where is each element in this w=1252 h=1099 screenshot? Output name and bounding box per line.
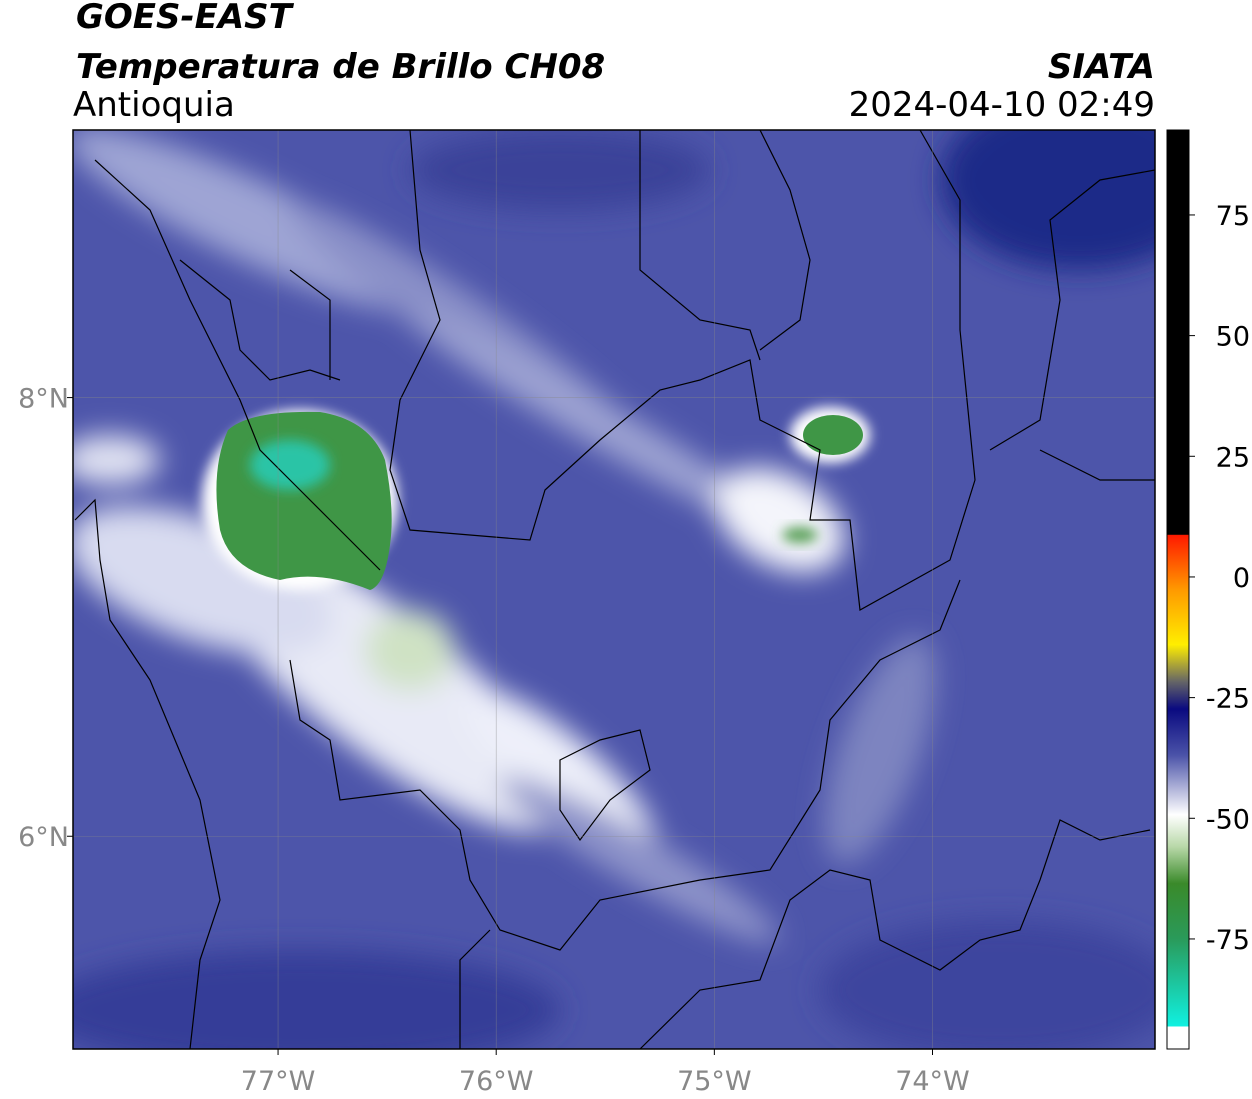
grid	[73, 130, 1155, 1049]
colorbar-tick-label: 50	[1216, 322, 1250, 353]
map-frame	[72, 129, 1156, 1050]
x-tick-label: 77°W	[241, 1066, 316, 1097]
region-label: Antioquia	[73, 85, 235, 125]
colorbar-tick-label: 75	[1216, 201, 1250, 232]
source-title: SIATA	[1048, 47, 1155, 87]
satellite-title: GOES-EAST	[76, 0, 295, 37]
y-tick-label: 6°N	[18, 822, 69, 853]
colorbar	[1166, 129, 1190, 1050]
x-tick-label: 74°W	[895, 1066, 970, 1097]
colorbar-tick-label: -25	[1206, 684, 1250, 715]
x-tick-label: 75°W	[677, 1066, 752, 1097]
colorbar-tick-label: -75	[1206, 925, 1250, 956]
datetime-label: 2024-04-10 02:49	[849, 85, 1155, 125]
borders	[74, 130, 1155, 1049]
colorbar-tick-label: -50	[1206, 804, 1250, 835]
colorbar-tick-label: 0	[1233, 563, 1250, 594]
x-tick-label: 76°W	[459, 1066, 534, 1097]
y-tick-label: 8°N	[18, 384, 69, 415]
satellite-image	[73, 130, 1155, 1049]
colorbar-tick-label: 25	[1216, 442, 1250, 473]
product-title: Temperatura de Brillo CH08	[76, 47, 605, 87]
